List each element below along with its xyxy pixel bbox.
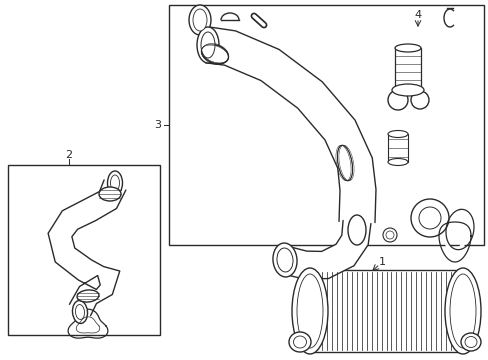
Ellipse shape xyxy=(77,290,99,302)
Text: 3: 3 xyxy=(154,120,161,130)
Ellipse shape xyxy=(110,175,119,191)
Ellipse shape xyxy=(296,274,323,348)
Ellipse shape xyxy=(464,337,476,347)
Bar xyxy=(387,134,407,162)
Ellipse shape xyxy=(410,91,428,109)
Text: 2: 2 xyxy=(65,150,72,160)
Ellipse shape xyxy=(288,332,310,352)
Ellipse shape xyxy=(387,90,407,110)
Ellipse shape xyxy=(387,130,407,138)
Ellipse shape xyxy=(272,243,296,277)
Circle shape xyxy=(382,228,396,242)
Polygon shape xyxy=(205,27,375,222)
Ellipse shape xyxy=(276,248,292,272)
Ellipse shape xyxy=(387,158,407,166)
Circle shape xyxy=(385,231,393,239)
Ellipse shape xyxy=(72,301,87,324)
Bar xyxy=(394,48,420,88)
Ellipse shape xyxy=(449,274,475,348)
Ellipse shape xyxy=(75,305,84,319)
Ellipse shape xyxy=(99,187,121,201)
Ellipse shape xyxy=(193,9,206,31)
Ellipse shape xyxy=(201,44,228,64)
Ellipse shape xyxy=(394,44,420,52)
Ellipse shape xyxy=(391,84,423,96)
Ellipse shape xyxy=(189,5,210,35)
Ellipse shape xyxy=(410,199,448,237)
Ellipse shape xyxy=(444,268,480,354)
Ellipse shape xyxy=(337,145,352,181)
Ellipse shape xyxy=(347,215,365,245)
Ellipse shape xyxy=(107,171,122,195)
Ellipse shape xyxy=(418,207,440,229)
Bar xyxy=(8,165,160,335)
Ellipse shape xyxy=(460,333,480,351)
Text: 4: 4 xyxy=(414,10,421,20)
Text: 1: 1 xyxy=(378,257,385,267)
Ellipse shape xyxy=(293,336,306,348)
Polygon shape xyxy=(48,180,125,316)
Ellipse shape xyxy=(291,268,327,354)
Ellipse shape xyxy=(197,27,219,63)
Bar xyxy=(309,270,462,352)
Ellipse shape xyxy=(201,32,215,58)
Bar xyxy=(169,5,483,245)
Polygon shape xyxy=(281,220,370,279)
